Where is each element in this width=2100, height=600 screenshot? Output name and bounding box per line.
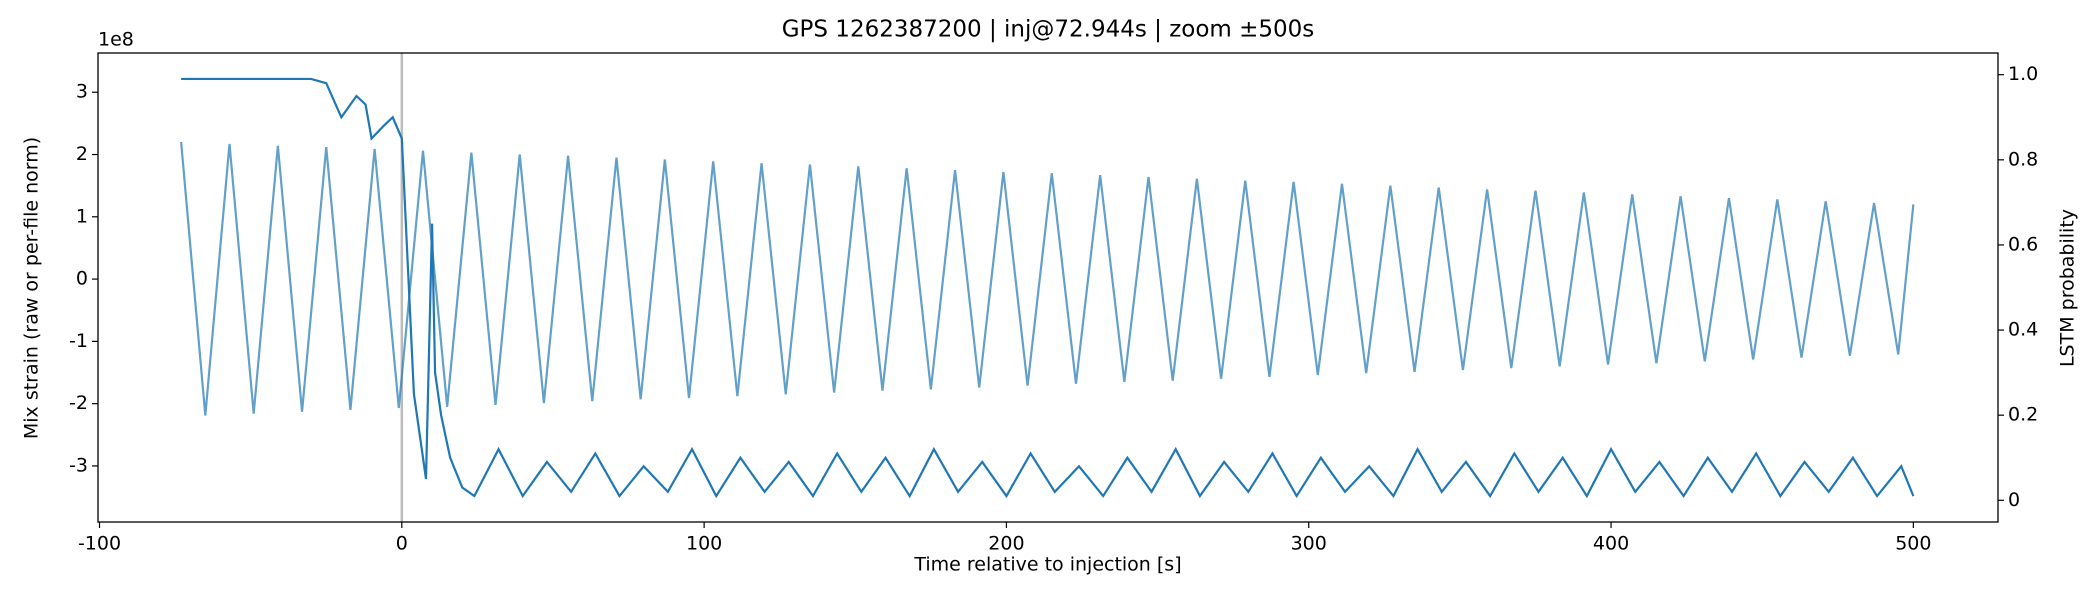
chart-title: GPS 1262387200 | inj@72.944s | zoom ±500… <box>782 17 1315 43</box>
x-axis-label: Time relative to injection [s] <box>913 554 1181 576</box>
x-tick-label: 100 <box>686 533 722 555</box>
y-tick-label: -1 <box>69 330 88 352</box>
y-tick-label: 0 <box>76 268 88 290</box>
x-tick-label: 400 <box>1593 533 1629 555</box>
y2-tick-label: 0.2 <box>2008 404 2038 426</box>
x-tick-label: -100 <box>78 533 121 555</box>
y2-tick-label: 1.0 <box>2008 63 2038 85</box>
y2-tick-label: 0.4 <box>2008 319 2038 341</box>
x-tick-label: 300 <box>1291 533 1327 555</box>
plot-frame <box>97 52 1999 523</box>
y-tick-label: -2 <box>69 392 88 414</box>
x-tick-label: 200 <box>988 533 1024 555</box>
y-tick-label: 3 <box>76 81 88 103</box>
y-axis-label: Mix strain (raw or per-file norm) <box>21 137 43 439</box>
y-tick-label: 1 <box>76 205 88 227</box>
data-line <box>180 141 1915 416</box>
data-line <box>181 77 1915 499</box>
y-tick-label: -3 <box>69 454 88 476</box>
y2-tick-label: 0 <box>2008 489 2020 511</box>
x-tick-label: 500 <box>1895 533 1931 555</box>
y2-tick-label: 0.8 <box>2008 148 2038 170</box>
plot-area <box>180 53 1915 522</box>
y-tick-label: 2 <box>76 143 88 165</box>
y-offset-label: 1e8 <box>98 29 134 51</box>
y2-axis-label: LSTM probability <box>2057 209 2079 367</box>
x-tick-label: 0 <box>396 533 408 555</box>
y2-tick-label: 0.6 <box>2008 233 2038 255</box>
